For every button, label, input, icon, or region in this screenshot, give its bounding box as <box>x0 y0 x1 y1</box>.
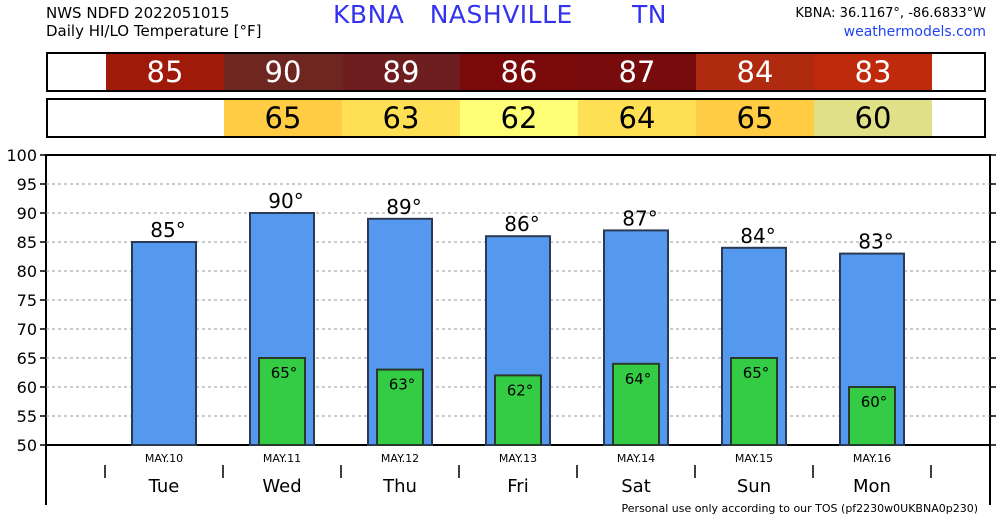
high-temp-label: 86° <box>504 212 539 236</box>
low-temp-label: 65° <box>743 364 770 382</box>
low-temp-label: 64° <box>625 370 652 388</box>
high-temp-bar <box>131 241 197 446</box>
low-temp-bar <box>730 357 778 446</box>
low-temp-cell-sat: 64 <box>578 100 696 136</box>
high-temp-label: 84° <box>740 224 775 248</box>
low-temp-bar <box>612 362 660 446</box>
low-temperature-strip: 65 63 62 64 65 60 <box>46 98 986 138</box>
low-temp-cell-mon: 60 <box>814 100 932 136</box>
station-state: TN <box>631 0 667 29</box>
high-temp-cell-sun: 84 <box>696 54 814 90</box>
high-temp-label: 87° <box>622 206 657 230</box>
date-label: MAY.13 <box>499 452 537 465</box>
low-temp-label: 63° <box>389 376 416 394</box>
day-label: Fri <box>507 476 528 497</box>
low-temp-cell-sun: 65 <box>696 100 814 136</box>
y-tick-label: 80 <box>17 262 37 281</box>
low-temp-bar <box>258 357 306 446</box>
high-temp-cell-wed: 90 <box>224 54 342 90</box>
day-label: Mon <box>853 476 891 497</box>
station-code: KBNA <box>333 0 405 29</box>
high-temp-cell-tue: 85 <box>106 54 224 90</box>
low-temp-bar <box>494 374 542 446</box>
day-label: Sun <box>737 476 771 497</box>
model-run-label: NWS NDFD 2022051015 <box>46 4 230 22</box>
y-tick-label: 60 <box>17 378 37 397</box>
y-tick-label: 70 <box>17 320 37 339</box>
low-temp-label: 62° <box>507 381 534 399</box>
station-title: KBNA NASHVILLE TN <box>0 0 1000 29</box>
date-label: MAY.10 <box>145 452 183 465</box>
station-city: NASHVILLE <box>429 0 573 29</box>
day-label: Tue <box>148 476 180 497</box>
high-temp-label: 83° <box>858 230 893 254</box>
date-label: MAY.12 <box>381 452 419 465</box>
date-label: MAY.15 <box>735 452 773 465</box>
date-label: MAY.14 <box>617 452 655 465</box>
y-tick-label: 50 <box>17 436 37 455</box>
low-temp-bar <box>848 386 896 446</box>
day-label: Sat <box>621 476 651 497</box>
y-tick-label: 95 <box>17 175 37 194</box>
high-temp-label: 90° <box>268 189 303 213</box>
y-tick-label: 55 <box>17 407 37 426</box>
high-temp-cell-thu: 89 <box>342 54 460 90</box>
y-tick-label: 75 <box>17 291 37 310</box>
y-tick-label: 85 <box>17 233 37 252</box>
y-tick-label: 100 <box>6 146 37 165</box>
low-temp-label: 65° <box>271 364 298 382</box>
date-label: MAY.16 <box>853 452 891 465</box>
y-tick-label: 65 <box>17 349 37 368</box>
station-coordinates: KBNA: 36.1167°, -86.6833°W <box>795 6 986 21</box>
low-temp-bar <box>376 368 424 447</box>
low-temp-cell-fri: 62 <box>460 100 578 136</box>
low-temp-cell-thu: 63 <box>342 100 460 136</box>
date-label: MAY.11 <box>263 452 301 465</box>
high-temp-cell-sat: 87 <box>578 54 696 90</box>
high-temp-cell-mon: 83 <box>814 54 932 90</box>
high-temperature-strip: 85 90 89 86 87 84 83 <box>46 52 986 92</box>
site-link[interactable]: weathermodels.com <box>843 24 986 40</box>
chart-title: Daily HI/LO Temperature [°F] <box>46 22 262 40</box>
high-temp-cell-fri: 86 <box>460 54 578 90</box>
y-tick-label: 90 <box>17 204 37 223</box>
high-temp-label: 89° <box>386 195 421 219</box>
high-temp-label: 85° <box>150 218 185 242</box>
low-temp-label: 60° <box>861 393 888 411</box>
day-label: Wed <box>262 476 301 497</box>
low-temp-cell-wed: 65 <box>224 100 342 136</box>
terms-footer: Personal use only according to our TOS (… <box>621 502 978 515</box>
day-label: Thu <box>382 476 417 497</box>
